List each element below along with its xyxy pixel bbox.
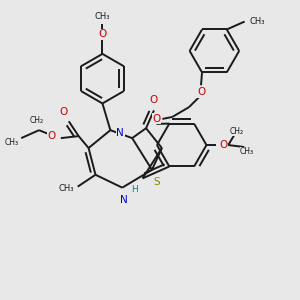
Text: O: O — [98, 29, 106, 39]
Text: O: O — [48, 131, 56, 141]
Text: O: O — [152, 114, 160, 124]
Text: CH₂: CH₂ — [229, 127, 243, 136]
Text: N: N — [120, 194, 128, 205]
Text: N: N — [116, 128, 124, 138]
Text: O: O — [150, 95, 158, 106]
Text: S: S — [154, 177, 160, 187]
Text: CH₃: CH₃ — [4, 138, 18, 147]
Text: CH₃: CH₃ — [250, 17, 265, 26]
Text: H: H — [131, 185, 138, 194]
Text: CH₃: CH₃ — [240, 148, 254, 157]
Text: O: O — [219, 140, 227, 150]
Text: CH₂: CH₂ — [30, 116, 44, 125]
Text: O: O — [197, 87, 205, 97]
Text: CH₃: CH₃ — [58, 184, 74, 193]
Text: CH₃: CH₃ — [95, 12, 110, 21]
Text: O: O — [60, 107, 68, 117]
